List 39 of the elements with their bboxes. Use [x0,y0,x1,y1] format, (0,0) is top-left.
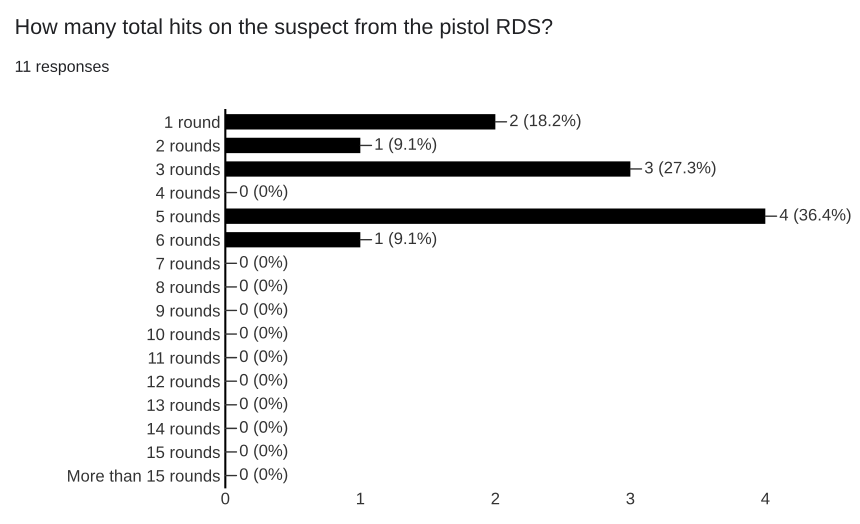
x-tick-label: 3 [626,492,634,504]
text: 11 responses [16,60,109,76]
y-tick-label: 2 rounds [156,139,220,152]
data-label: 0 (0%) [240,279,288,295]
y-tick-label: 1 round [165,116,220,128]
x-tick-label: 0 [221,492,230,504]
data-label: 1 (9.1%) [376,138,436,154]
data-label: 0 (0%) [240,468,288,484]
y-tick-label: 14 rounds [148,422,220,435]
data-label: 0 (0%) [240,373,288,389]
y-tick-label: 12 rounds [148,375,220,388]
data-label: 4 (36.4%) [780,208,851,224]
data-label: 0 (0%) [240,302,288,318]
data-label: 0 (0%) [240,420,288,436]
chart-title: How many total hits on the suspect from the pistol RDS? [16,18,552,38]
data-label: 0 (0%) [240,256,288,272]
x-tick-label: 4 [761,492,770,504]
data-label: 3 (27.3%) [644,161,716,177]
x-tick-label: 1 [356,492,364,504]
y-tick-label: 8 rounds [156,280,220,294]
y-tick-label: 13 rounds [148,398,220,411]
y-tick-label: 11 rounds [148,352,220,364]
y-tick-label: 3 rounds [156,162,220,176]
y-tick-label: 10 rounds [148,328,220,340]
y-tick-label: 6 rounds [156,234,220,246]
y-tick-label: 15 rounds [148,446,220,458]
data-label: 0 (0%) [240,350,288,366]
data-label: 0 (0%) [240,397,288,413]
data-label: 0 (0%) [240,444,288,460]
y-tick-label: 7 rounds [156,257,220,270]
x-tick-label: 2 [492,492,500,504]
y-tick-label: 9 rounds [156,304,220,317]
y-tick-label: 5 rounds [156,210,220,222]
data-label: 1 (9.1%) [376,232,436,248]
data-label: 0 (0%) [240,184,288,200]
y-tick-label: 4 rounds [156,186,220,199]
data-label: 0 (0%) [240,326,288,342]
data-label: 2 (18.2%) [510,114,580,130]
y-tick-label: More than 15 rounds [68,469,220,482]
